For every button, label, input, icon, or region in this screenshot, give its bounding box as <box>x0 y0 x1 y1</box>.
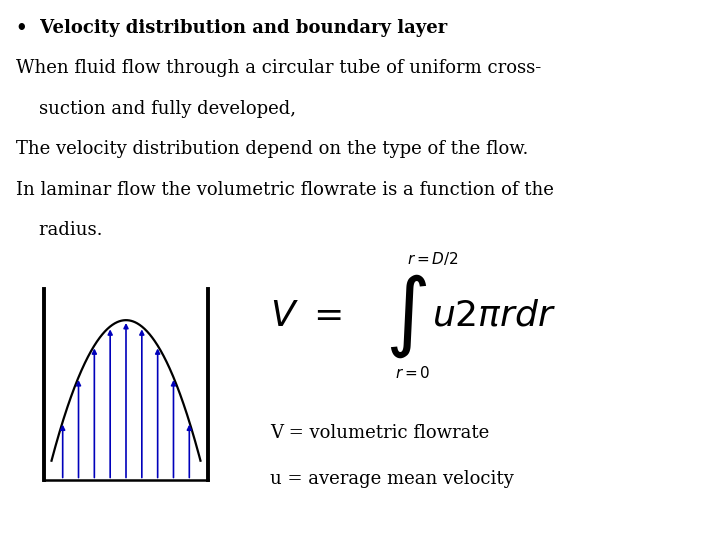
Text: •  Velocity distribution and boundary layer: • Velocity distribution and boundary lay… <box>16 19 447 37</box>
Text: $V\ =$: $V\ =$ <box>270 299 342 333</box>
Text: V = volumetric flowrate: V = volumetric flowrate <box>270 424 490 442</box>
Text: In laminar flow the volumetric flowrate is a function of the: In laminar flow the volumetric flowrate … <box>16 181 554 199</box>
Text: The velocity distribution depend on the type of the flow.: The velocity distribution depend on the … <box>16 140 528 158</box>
Text: $\int$: $\int$ <box>385 272 427 360</box>
Text: When fluid flow through a circular tube of uniform cross-: When fluid flow through a circular tube … <box>16 59 541 77</box>
Text: $r = 0$: $r = 0$ <box>395 364 430 381</box>
Text: $u2\pi rdr$: $u2\pi rdr$ <box>432 299 556 333</box>
Text: radius.: radius. <box>16 221 102 239</box>
Text: suction and fully developed,: suction and fully developed, <box>16 100 296 118</box>
Text: u = average mean velocity: u = average mean velocity <box>270 470 514 488</box>
Text: $r = D/2$: $r = D/2$ <box>407 251 459 267</box>
